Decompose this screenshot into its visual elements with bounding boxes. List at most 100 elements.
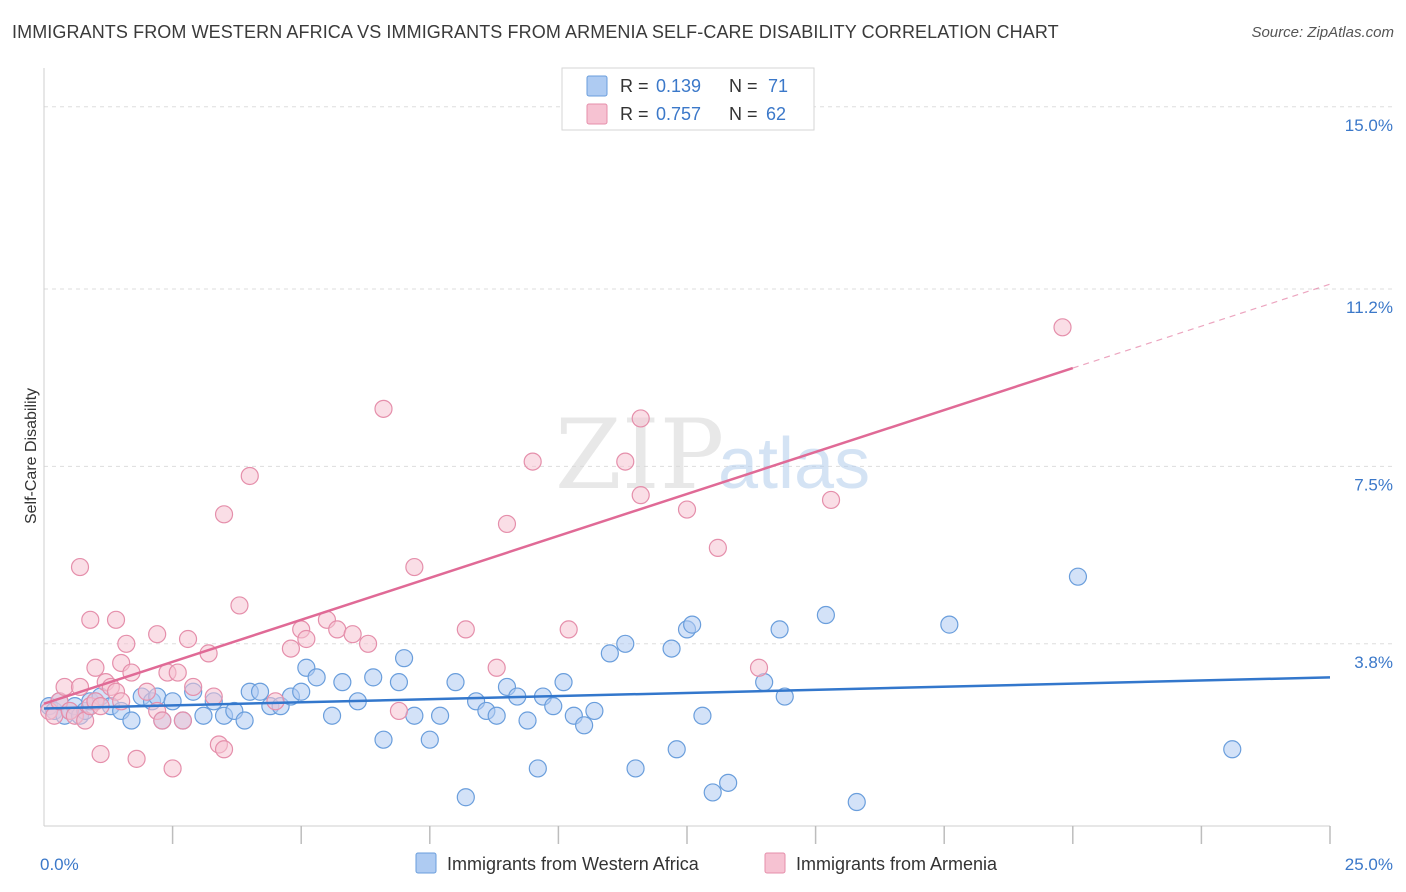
- data-point: [292, 682, 311, 701]
- data-point: [163, 759, 182, 778]
- legend-n-label-blue: N =: [729, 76, 758, 96]
- data-point: [328, 620, 347, 639]
- data-point: [770, 620, 789, 639]
- data-point: [86, 658, 105, 677]
- data-point: [240, 466, 259, 486]
- data-point: [456, 788, 475, 807]
- data-point: [230, 596, 249, 615]
- data-point: [940, 615, 959, 634]
- data-point: [631, 486, 650, 505]
- data-point: [389, 701, 409, 721]
- data-point: [394, 649, 414, 668]
- data-point: [214, 740, 234, 759]
- bottom-legend-swatch-blue: [415, 852, 437, 874]
- y-tick-label: 15.0%: [1345, 116, 1393, 135]
- data-point: [168, 663, 187, 682]
- data-point: [446, 673, 465, 692]
- legend-n-value-blue: 71: [768, 76, 788, 96]
- watermark: ZIP atlas: [555, 399, 870, 511]
- legend-r-value-pink: 0.757: [656, 104, 701, 124]
- data-point: [127, 749, 146, 768]
- legend-swatch-pink: [586, 103, 608, 125]
- data-point: [600, 644, 619, 663]
- trend-line-blue: [43, 676, 1331, 710]
- data-point: [173, 711, 192, 730]
- data-point: [178, 629, 198, 649]
- x-tick-label: 0.0%: [40, 855, 79, 874]
- legend-n-label-pink: N =: [729, 104, 758, 124]
- trend-line-pink: [43, 366, 1074, 705]
- data-point: [137, 682, 156, 701]
- data-point: [816, 605, 835, 625]
- watermark-atlas: atlas: [718, 424, 870, 504]
- x-tick-label: 25.0%: [1345, 855, 1393, 874]
- y-tick-label: 7.5%: [1354, 475, 1393, 494]
- data-point: [683, 615, 702, 634]
- axis-layer: [43, 68, 1331, 844]
- data-point: [91, 744, 110, 764]
- data-point: [364, 668, 383, 687]
- data-point: [184, 677, 203, 697]
- data-point: [749, 658, 769, 677]
- legend-r-label-blue: R =: [620, 76, 649, 96]
- data-point: [204, 687, 223, 706]
- data-point: [307, 668, 326, 687]
- data-point: [1223, 740, 1242, 759]
- bottom-legend: Immigrants from Western Africa Immigrant…: [415, 852, 998, 874]
- data-point: [106, 610, 126, 629]
- legend-n-value-pink: 62: [766, 104, 786, 124]
- data-point: [616, 634, 635, 653]
- data-point: [667, 740, 686, 759]
- data-point: [693, 706, 712, 725]
- data-point: [677, 500, 697, 519]
- data-point: [194, 706, 213, 725]
- legend-swatch-blue: [586, 75, 608, 97]
- data-point: [374, 730, 393, 749]
- data-point: [703, 783, 722, 802]
- data-point: [487, 658, 506, 677]
- data-point: [528, 759, 547, 778]
- data-point: [405, 706, 424, 725]
- series-points-blue: [40, 567, 1242, 812]
- bottom-legend-label-pink: Immigrants from Armenia: [796, 854, 998, 874]
- y-tick-label: 11.2%: [1346, 298, 1393, 317]
- data-point: [55, 677, 74, 697]
- data-point: [281, 639, 301, 658]
- grid-layer: [44, 106, 1395, 645]
- ticks-layer: 3.8% 7.5% 11.2% 15.0% 0.0% 25.0%: [40, 116, 1393, 874]
- data-point: [497, 514, 517, 534]
- data-point: [333, 673, 352, 692]
- data-point: [1068, 567, 1088, 586]
- data-point: [554, 673, 573, 692]
- data-point: [430, 706, 450, 725]
- data-point: [122, 711, 141, 730]
- points-layer: [40, 318, 1242, 812]
- data-point: [322, 706, 342, 725]
- data-point: [163, 692, 182, 711]
- data-point: [70, 557, 90, 577]
- data-point: [214, 505, 234, 524]
- data-point: [235, 711, 254, 730]
- data-point: [626, 759, 645, 778]
- data-point: [266, 692, 285, 711]
- data-point: [559, 620, 578, 639]
- trend-line-extension-pink: [1072, 283, 1331, 369]
- data-point: [81, 610, 100, 629]
- series-points-pink: [40, 318, 1072, 778]
- data-point: [117, 634, 136, 653]
- data-point: [523, 452, 542, 471]
- data-point: [250, 682, 270, 701]
- data-point: [708, 538, 727, 557]
- data-point: [585, 701, 604, 721]
- data-point: [148, 625, 167, 644]
- data-point: [389, 673, 409, 692]
- top-legend: R = 0.139 N = 71 R = 0.757 N = 62: [561, 67, 815, 131]
- data-point: [631, 409, 650, 428]
- chart-title: IMMIGRANTS FROM WESTERN AFRICA VS IMMIGR…: [12, 22, 1059, 42]
- data-point: [575, 716, 594, 735]
- data-point: [719, 773, 738, 792]
- data-point: [153, 711, 172, 730]
- y-axis-label: Self-Care Disability: [23, 388, 40, 524]
- bottom-legend-swatch-pink: [764, 852, 786, 874]
